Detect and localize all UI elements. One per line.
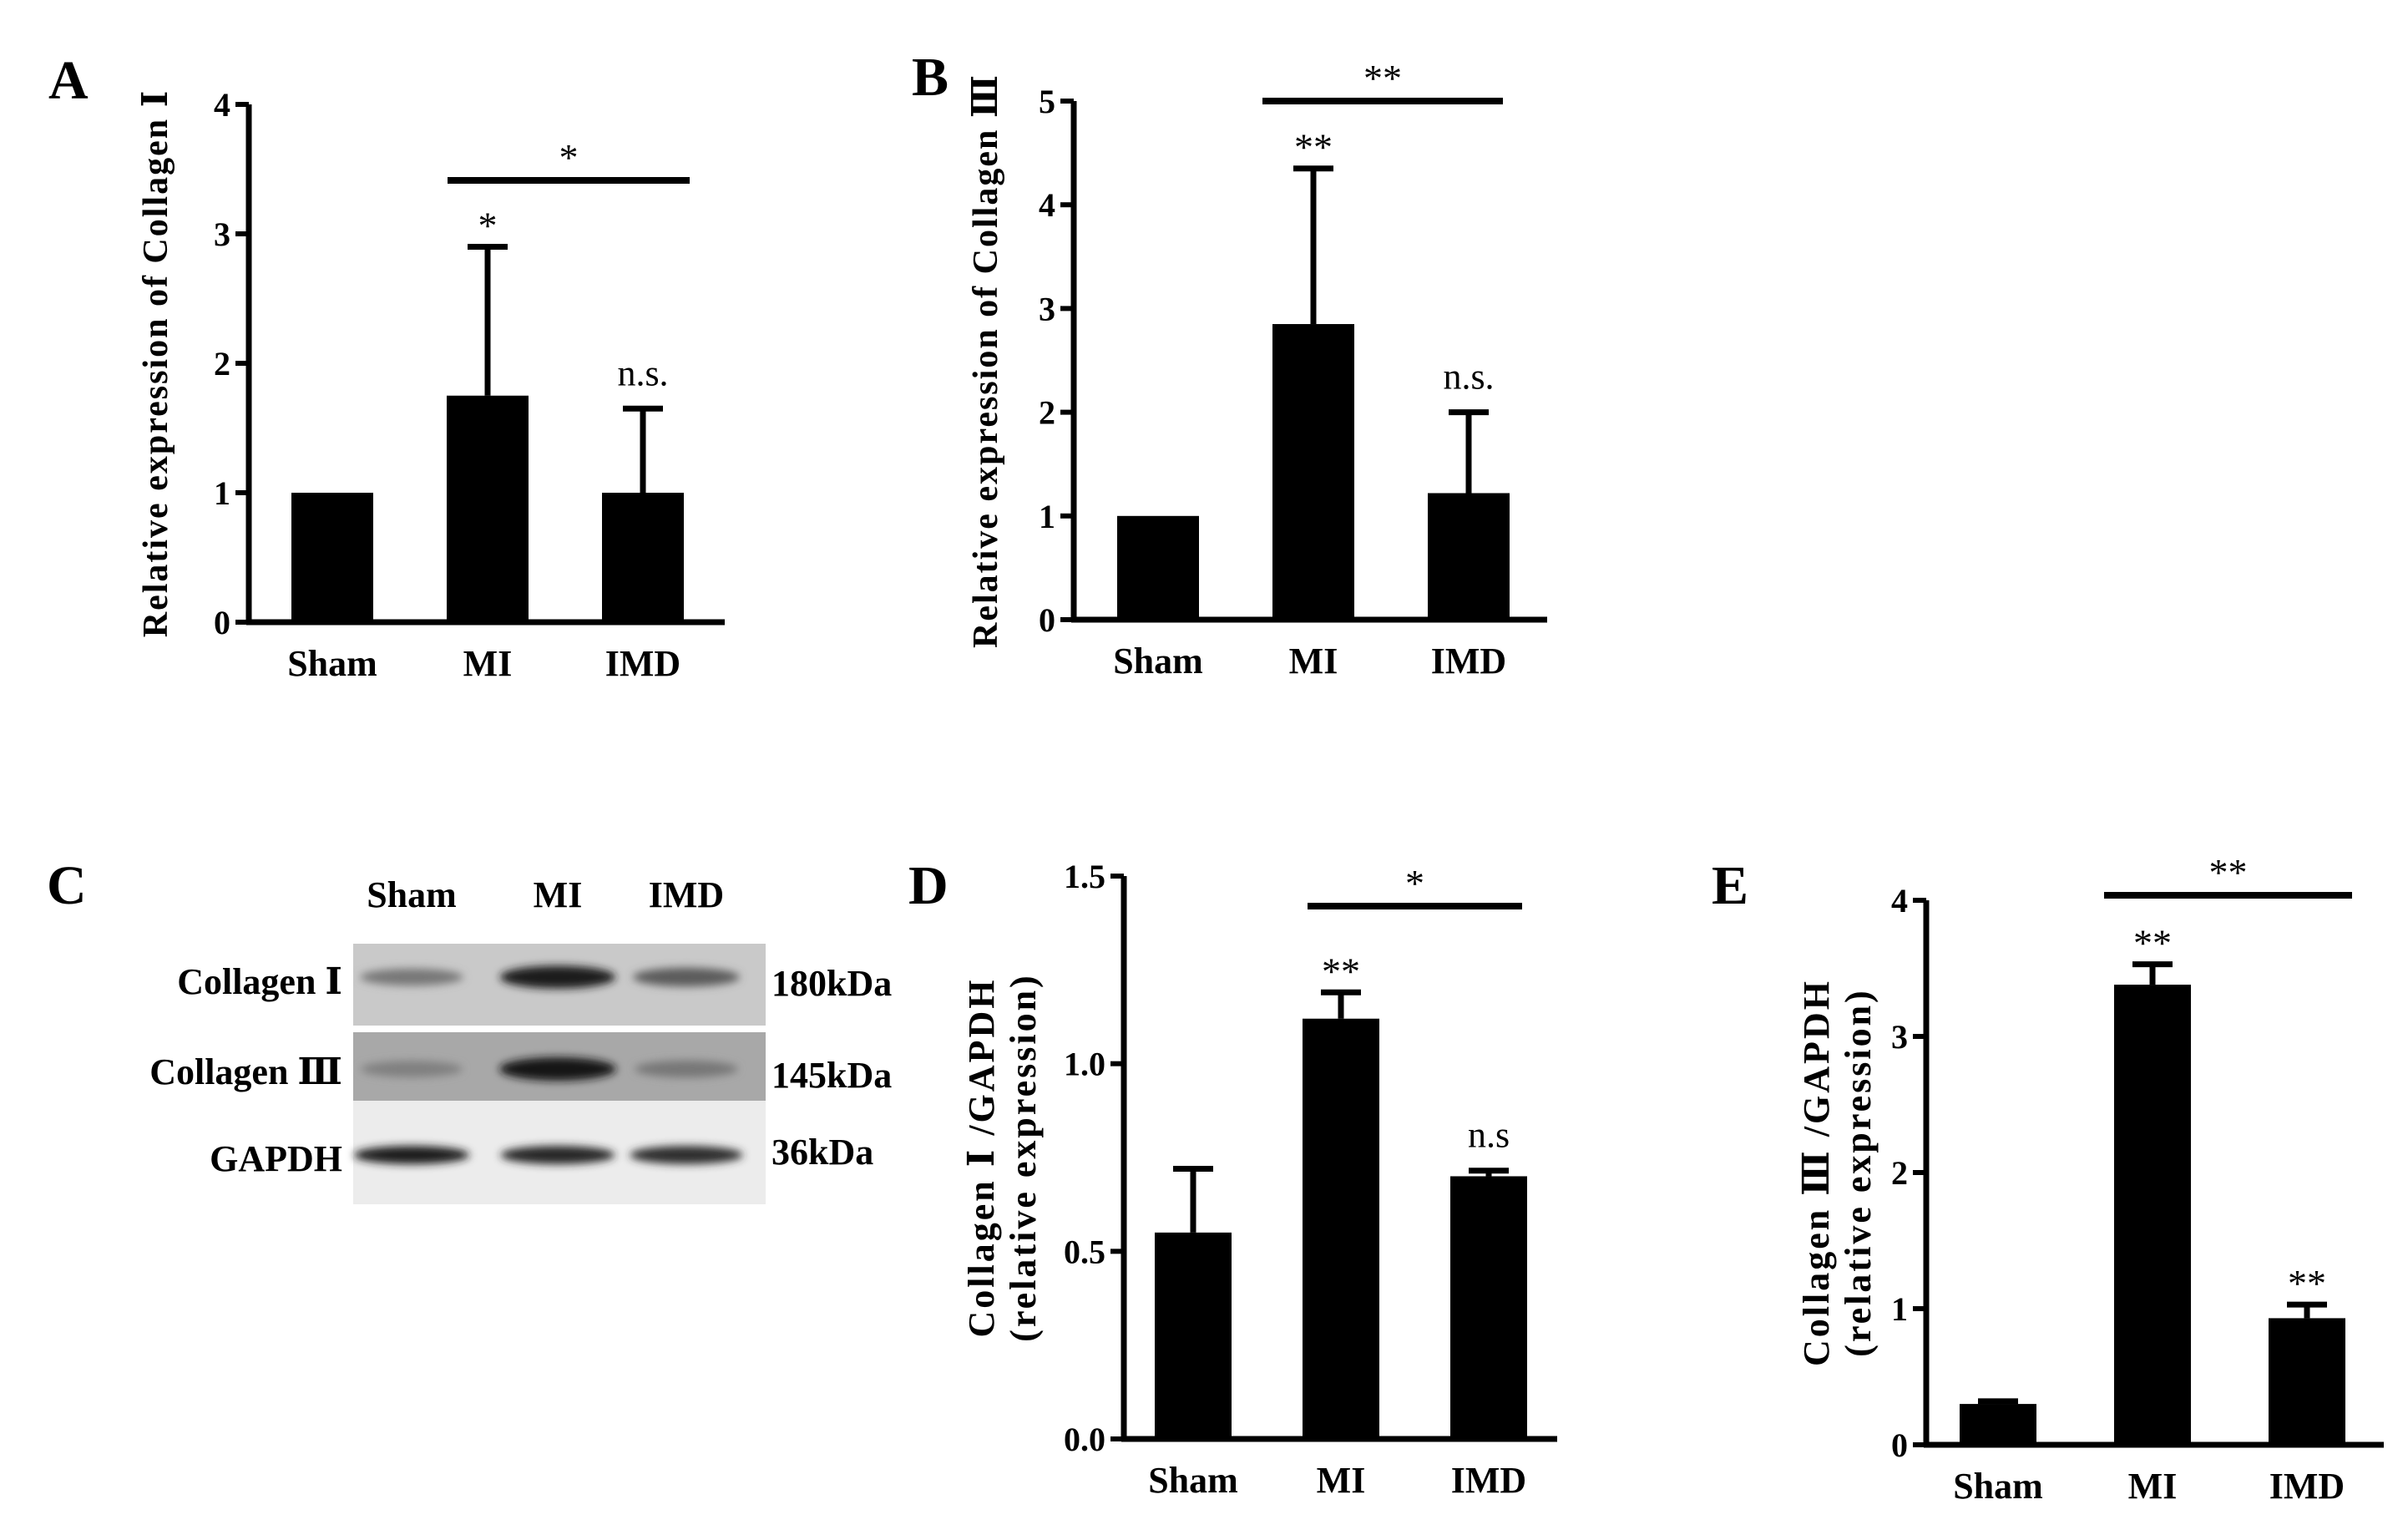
blot-size-collagen-1: 180kDa [771, 963, 892, 1004]
y-tick-label: 0 [214, 604, 230, 641]
significance-label-imd: n.s [1468, 1115, 1510, 1156]
panel-letter-c: C [47, 855, 87, 916]
y-axis-label-secondary: (relative expression) [1003, 973, 1044, 1341]
significance-label-imd: n.s. [617, 352, 668, 393]
y-axis-label: Collagen Ⅰ /GAPDH [961, 978, 1002, 1338]
bar-mi [1303, 1018, 1379, 1439]
x-tick-label-mi: MI [1317, 1460, 1366, 1501]
bar-mi [1272, 324, 1354, 620]
chart-e: 0 1 2 3 4 Collagen Ⅲ /GAPDH (relative expressi… [1796, 851, 2384, 1507]
blot-band [630, 1146, 743, 1164]
x-tick-label-sham: Sham [1953, 1466, 2043, 1507]
y-tick-label: 1.5 [1064, 858, 1105, 895]
y-tick-label: 2 [1891, 1154, 1908, 1192]
blot-band [499, 1057, 616, 1081]
bar-imd [602, 493, 684, 622]
x-tick-label-imd: IMD [1431, 641, 1506, 681]
blot-size-collagen-3: 145kDa [771, 1055, 892, 1096]
y-tick-label: 5 [1039, 83, 1055, 120]
bar-sham [1960, 1404, 2036, 1445]
x-tick-label-mi: MI [2128, 1466, 2178, 1507]
y-tick-label: 4 [214, 86, 230, 124]
blot-row-label-collagen-3: Collagen Ⅲ [149, 1051, 342, 1092]
y-tick-label: 0 [1891, 1426, 1908, 1464]
chart-d: 0.0 0.5 1.0 1.5 Collagen Ⅰ /GAPDH (relative e… [961, 858, 1557, 1501]
y-tick-label: 1 [214, 474, 230, 512]
y-axis-label: Collagen Ⅲ /GAPDH [1796, 979, 1837, 1366]
bar-imd [1450, 1176, 1527, 1439]
y-tick-label: 4 [1039, 186, 1055, 224]
y-tick-label: 4 [1891, 882, 1908, 919]
significance-label-mi: ** [2133, 922, 2172, 965]
comparison-label: * [559, 136, 579, 179]
bar-sham [1155, 1232, 1232, 1439]
blot-row-label-gapdh: GAPDH [210, 1138, 342, 1179]
blot-row-label-collagen-1: Collagen Ⅰ [177, 961, 342, 1002]
y-tick-label: 0.5 [1064, 1233, 1105, 1270]
blot-bands [353, 965, 743, 1164]
bar-sham [1117, 515, 1199, 620]
bar-sham [291, 493, 373, 622]
x-tick-label-sham: Sham [1113, 641, 1203, 681]
y-tick-label: 3 [1891, 1018, 1908, 1056]
bar-imd [2269, 1318, 2345, 1445]
panel-letter-e: E [1712, 855, 1748, 916]
blot-band [500, 1146, 615, 1164]
x-tick-label-imd: IMD [1451, 1460, 1526, 1501]
bar-imd [1428, 493, 1510, 620]
blot-band [633, 967, 740, 987]
y-axis-label: Relative expression of Collagen Ⅰ [137, 89, 175, 637]
western-blot-panel: Sham MI IMD Collagen Ⅰ Collagen Ⅲ GAPDH … [149, 874, 892, 1204]
y-axis-label: Relative expression of Collagen Ⅲ [967, 73, 1005, 648]
y-tick-label: 2 [214, 345, 230, 382]
blot-band [635, 1060, 738, 1078]
x-tick-label-mi: MI [1289, 641, 1338, 681]
comparison-label: * [1405, 862, 1424, 904]
y-tick-label: 2 [1039, 394, 1055, 432]
x-tick-label-imd: IMD [605, 643, 680, 684]
significance-label-mi: * [478, 205, 498, 247]
blot-size-gapdh: 36kDa [771, 1132, 873, 1173]
blot-band [360, 968, 463, 986]
chart-b: 0 1 2 3 4 5 Relative expression of Collagen Ⅲ S… [967, 57, 1547, 681]
significance-label-mi: ** [1322, 950, 1360, 992]
y-tick-label: 3 [1039, 290, 1055, 327]
y-axis-label-secondary: (relative expression) [1838, 988, 1879, 1356]
panel-letter-a: A [48, 50, 89, 111]
y-tick-label: 1 [1039, 498, 1055, 535]
blot-band [499, 965, 616, 989]
x-tick-label-mi: MI [463, 643, 513, 684]
bar-mi [2114, 985, 2191, 1445]
comparison-label: ** [1363, 57, 1402, 99]
chart-a: 0 1 2 3 4 Relative expression of Collagen Ⅰ Sh… [137, 86, 725, 684]
panel-letter-d: D [908, 855, 949, 916]
bar-mi [447, 395, 529, 622]
blot-column-sham: Sham [367, 874, 457, 915]
y-tick-label: 0.0 [1064, 1421, 1105, 1458]
blot-band [361, 1061, 463, 1077]
y-tick-label: 1 [1891, 1290, 1908, 1328]
y-tick-label: 3 [214, 215, 230, 253]
significance-label-mi: ** [1294, 126, 1333, 169]
blot-band [353, 1146, 470, 1164]
significance-label-imd: n.s. [1443, 357, 1494, 398]
panel-letter-b: B [912, 47, 949, 108]
blot-column-mi: MI [534, 874, 583, 915]
significance-label-imd: ** [2288, 1262, 2326, 1304]
comparison-label: ** [2209, 851, 2248, 894]
blot-column-imd: IMD [649, 874, 724, 915]
x-tick-label-sham: Sham [1148, 1460, 1238, 1501]
y-tick-label: 0 [1039, 601, 1055, 639]
y-tick-label: 1.0 [1064, 1046, 1105, 1083]
x-tick-label-imd: IMD [2269, 1466, 2345, 1507]
x-tick-label-sham: Sham [287, 643, 377, 684]
